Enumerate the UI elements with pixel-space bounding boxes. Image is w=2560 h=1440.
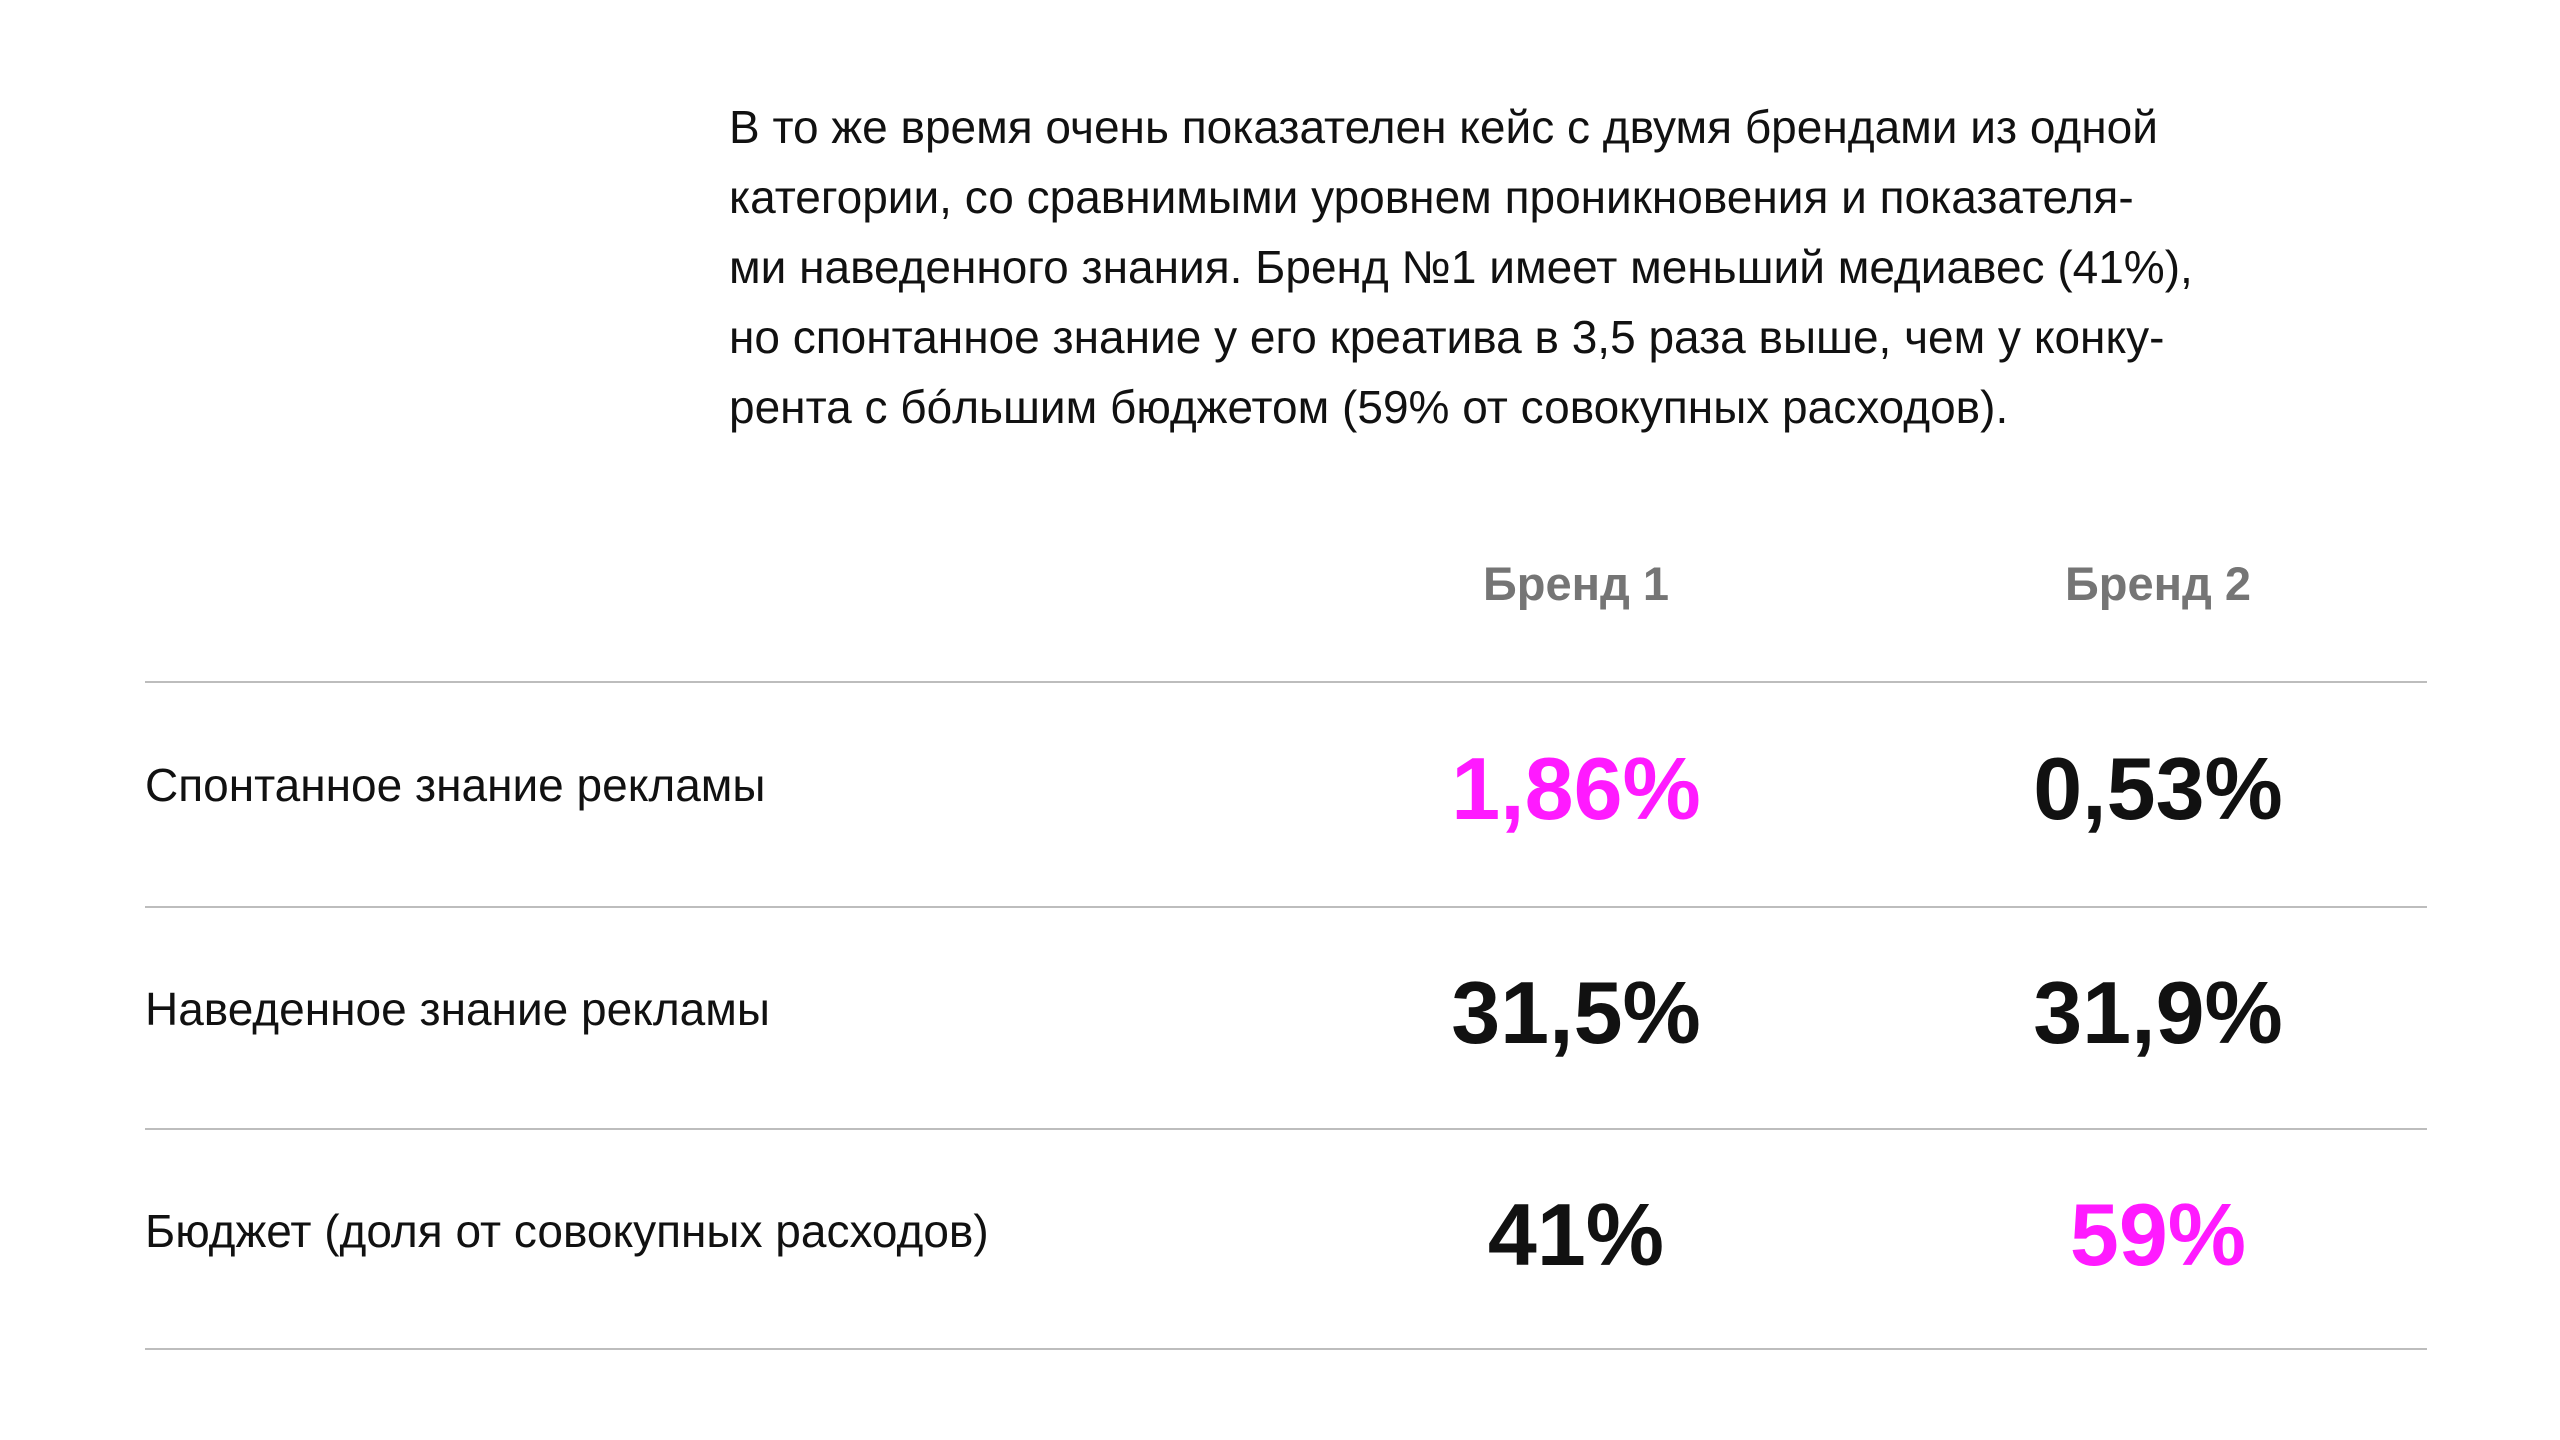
- value-brand-1: 1,86%: [1451, 739, 1701, 838]
- value-brand-2: 59%: [2069, 1185, 2247, 1284]
- table-divider: [145, 906, 2427, 908]
- value-brand-2: 0,53%: [2033, 739, 2283, 838]
- row-label: Наведенное знание рекламы: [145, 983, 770, 1035]
- column-header-brand-2: Бренд 2: [2064, 557, 2252, 610]
- value-brand-2: 31,9%: [2033, 963, 2283, 1062]
- table-divider: [145, 1128, 2427, 1130]
- intro-line: категории, со сравнимыми уровнем проникн…: [729, 171, 2134, 223]
- row-label: Спонтанное знание рекламы: [145, 759, 766, 811]
- value-brand-1: 41%: [1487, 1185, 1665, 1284]
- intro-line: рента с бóльшим бюджетом (59% от совокуп…: [729, 381, 2009, 433]
- row-label: Бюджет (доля от совокупных расходов): [145, 1205, 989, 1257]
- column-header-brand-1: Бренд 1: [1482, 557, 1670, 610]
- intro-paragraph: В то же время очень показателен кейс с д…: [729, 92, 2449, 442]
- table-divider: [145, 1348, 2427, 1350]
- intro-line: В то же время очень показателен кейс с д…: [729, 101, 2158, 153]
- table-divider: [145, 681, 2427, 683]
- value-brand-1: 31,5%: [1451, 963, 1701, 1062]
- intro-line: но спонтанное знание у его креатива в 3,…: [729, 311, 2165, 363]
- intro-line: ми наведенного знания. Бренд №1 имеет ме…: [729, 241, 2193, 293]
